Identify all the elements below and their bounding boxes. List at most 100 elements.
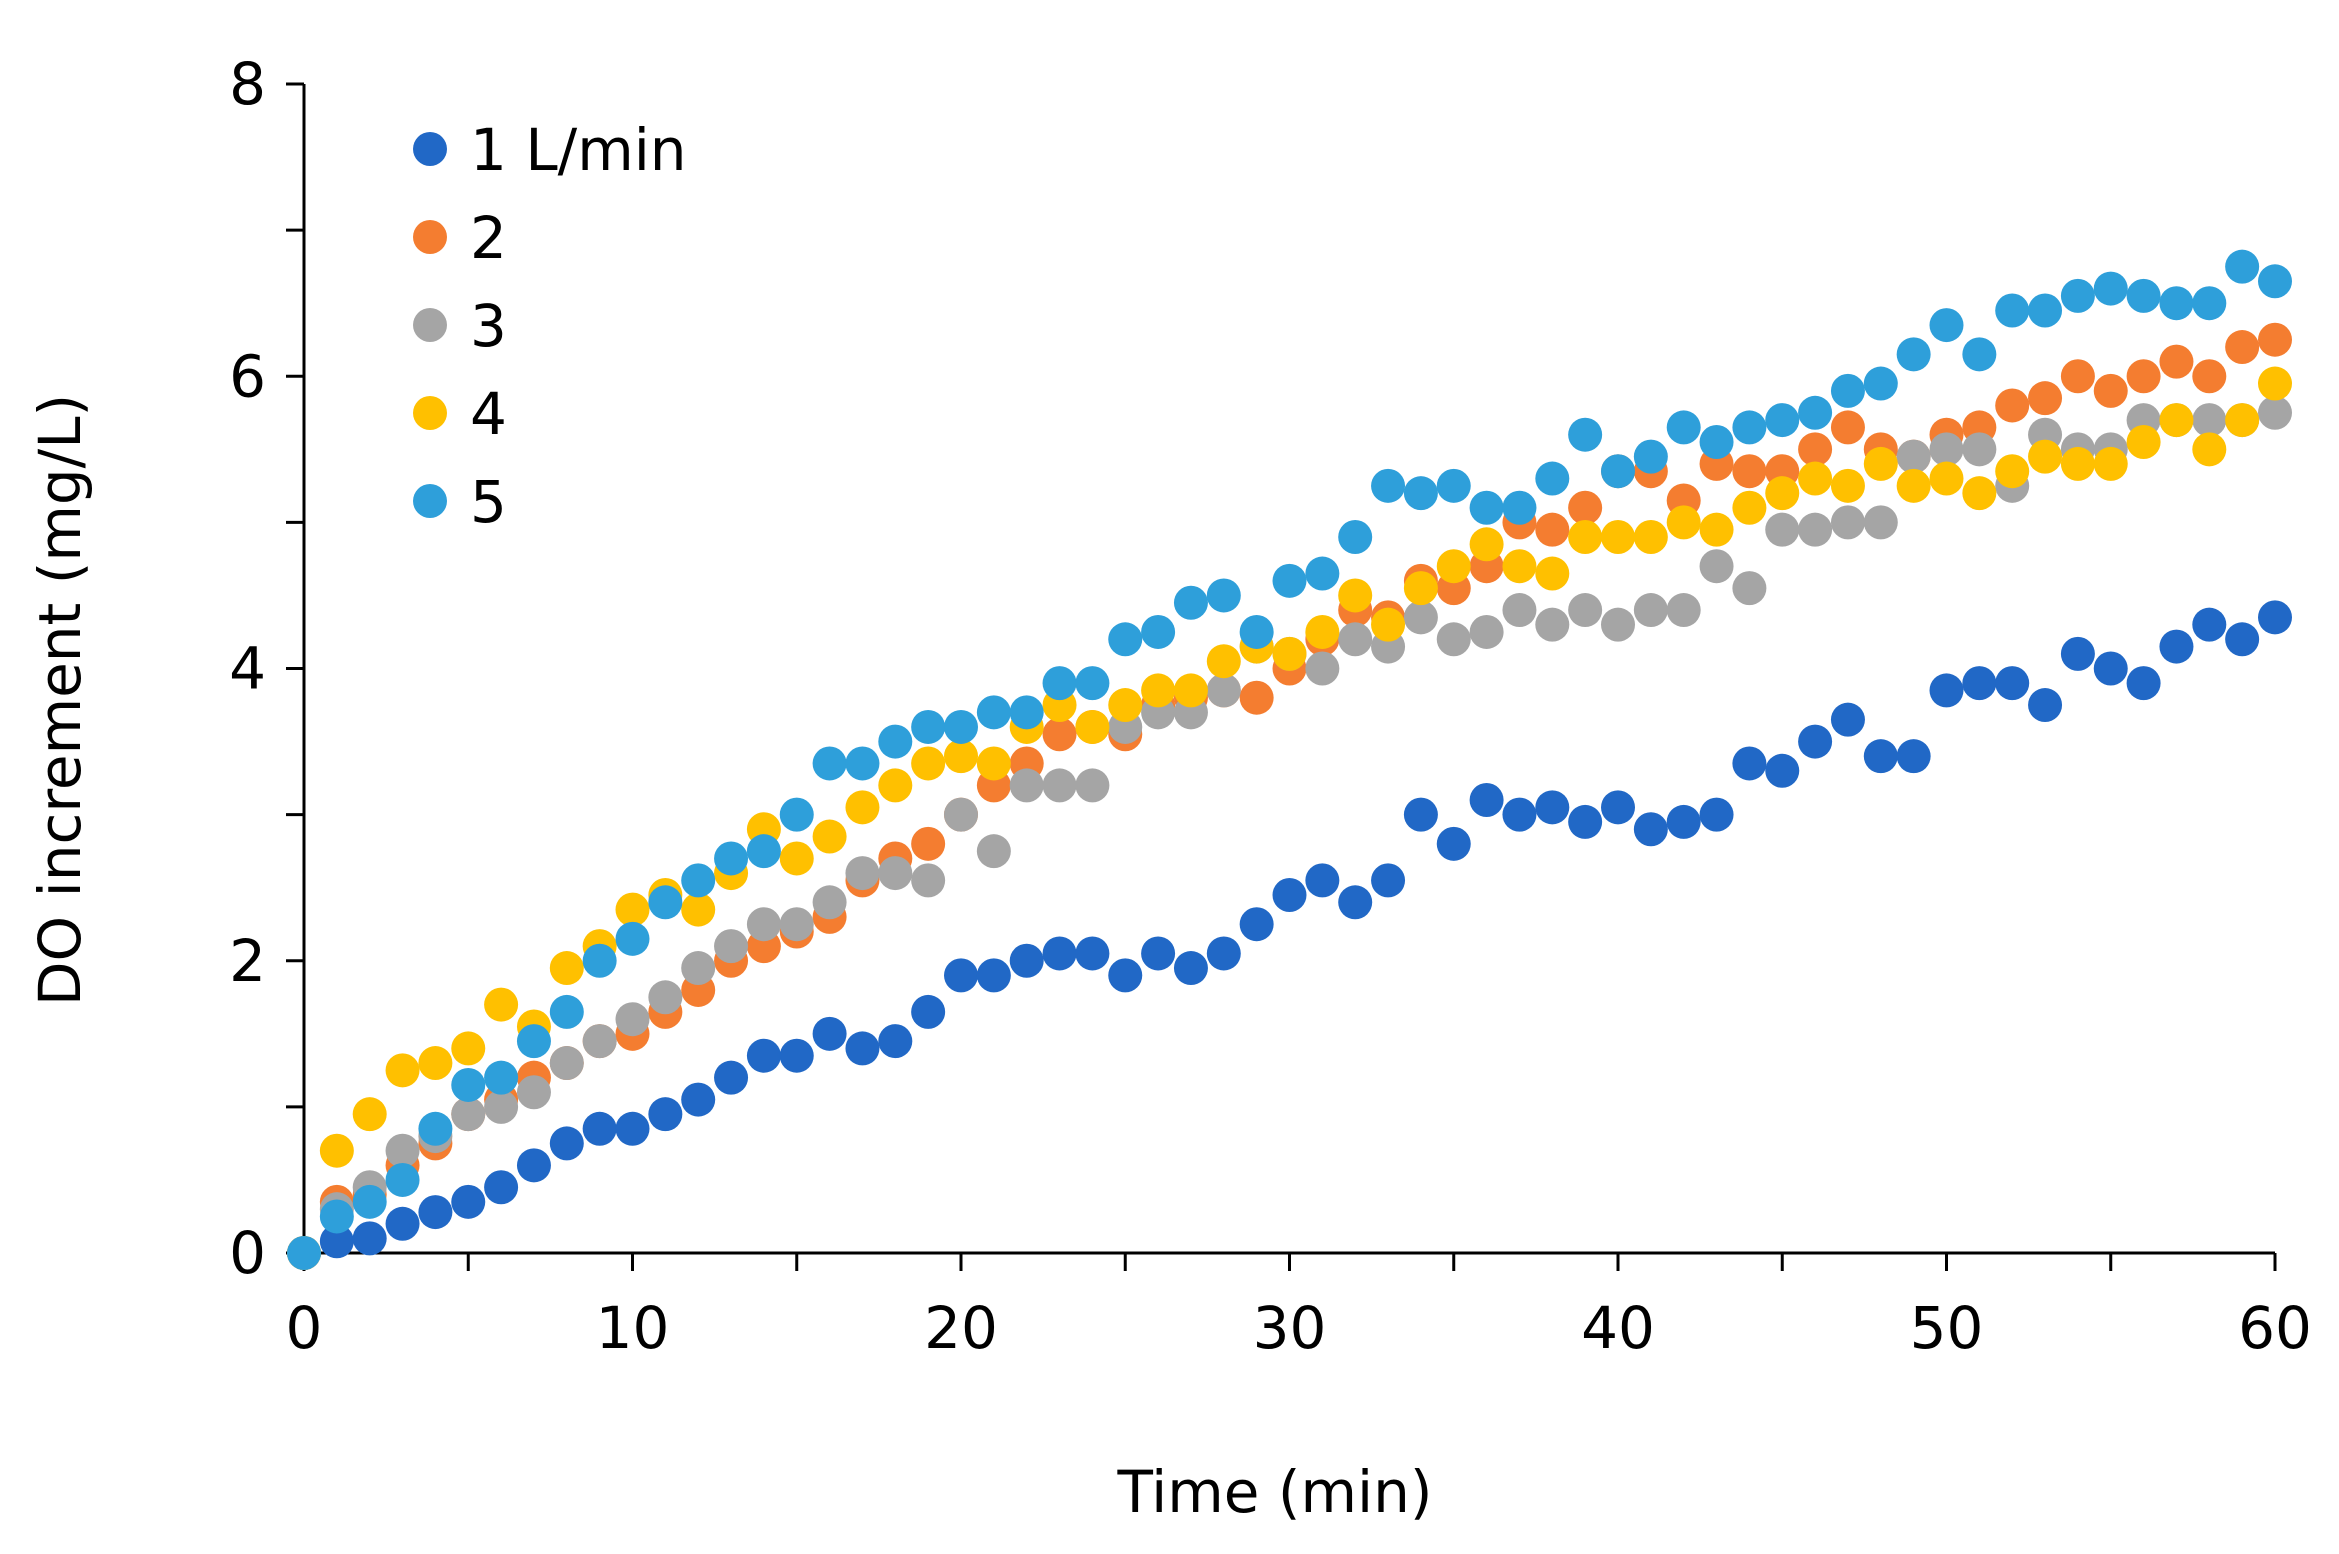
data-point xyxy=(944,797,978,832)
data-point xyxy=(1305,863,1340,898)
data-point xyxy=(1042,936,1077,971)
data-point xyxy=(2225,330,2260,365)
data-point xyxy=(681,1082,716,1117)
data-point xyxy=(1469,614,1504,649)
data-point xyxy=(1436,826,1471,861)
data-point xyxy=(385,1053,420,1088)
data-point xyxy=(1798,395,1833,430)
data-point xyxy=(1502,549,1537,584)
data-point xyxy=(615,921,650,956)
legend-label: 2 xyxy=(470,204,507,272)
data-point xyxy=(2192,286,2227,321)
data-point xyxy=(779,907,814,942)
data-point xyxy=(1666,804,1701,839)
data-point xyxy=(1732,746,1767,781)
data-point xyxy=(1929,432,1964,467)
data-point xyxy=(1601,519,1635,554)
data-point xyxy=(2060,278,2095,313)
data-point xyxy=(1798,432,1833,467)
data-point xyxy=(1765,753,1800,788)
data-point xyxy=(1141,936,1176,971)
x-axis-label: Time (min) xyxy=(1116,1458,1432,1526)
data-point xyxy=(1009,695,1044,730)
data-point xyxy=(1206,578,1241,613)
data-point xyxy=(714,929,749,964)
data-points xyxy=(287,249,2292,1270)
x-tick-label: 10 xyxy=(596,1294,670,1362)
data-point xyxy=(2126,278,2161,313)
data-point xyxy=(1830,410,1865,445)
data-point xyxy=(1042,666,1077,701)
data-point xyxy=(878,856,913,891)
data-point xyxy=(911,863,946,898)
data-point xyxy=(812,1016,847,1051)
data-point xyxy=(1896,439,1931,474)
data-point xyxy=(1272,636,1307,671)
data-point xyxy=(1568,490,1603,525)
data-point xyxy=(681,892,716,927)
data-point xyxy=(2258,600,2292,635)
data-point xyxy=(1568,519,1603,554)
data-point xyxy=(1535,512,1570,547)
data-point xyxy=(648,980,683,1015)
data-point xyxy=(1568,593,1603,628)
data-point xyxy=(1403,600,1438,635)
data-point xyxy=(1995,454,2030,489)
data-point xyxy=(1009,943,1044,978)
legend-marker xyxy=(413,220,447,254)
data-point xyxy=(1601,790,1635,825)
data-point xyxy=(2192,607,2227,642)
legend-marker xyxy=(413,132,447,166)
data-point xyxy=(418,1046,453,1081)
data-point xyxy=(1568,417,1603,452)
data-point xyxy=(1338,622,1373,657)
data-point xyxy=(2028,439,2063,474)
data-point xyxy=(1075,666,1110,701)
data-point xyxy=(1633,439,1668,474)
data-point xyxy=(1469,490,1504,525)
data-point xyxy=(1633,593,1668,628)
data-point xyxy=(1699,797,1734,832)
legend-label: 4 xyxy=(470,380,507,448)
data-point xyxy=(911,709,946,744)
data-point xyxy=(516,1148,551,1183)
data-point xyxy=(1929,308,1964,343)
data-point xyxy=(845,856,880,891)
data-point xyxy=(2126,359,2161,394)
data-point xyxy=(1666,505,1701,540)
data-point xyxy=(1338,885,1373,920)
data-point xyxy=(1108,688,1143,723)
data-point xyxy=(1830,468,1865,503)
data-point xyxy=(944,958,978,993)
data-point xyxy=(451,1067,486,1102)
data-point xyxy=(2258,395,2292,430)
data-point xyxy=(976,695,1011,730)
data-point xyxy=(1699,425,1734,460)
data-point xyxy=(812,885,847,920)
data-point xyxy=(615,1111,650,1146)
y-tick-label: 2 xyxy=(229,927,266,995)
data-point xyxy=(582,943,617,978)
data-point xyxy=(1436,468,1471,503)
x-tick-label: 30 xyxy=(1253,1294,1327,1362)
data-point xyxy=(1896,468,1931,503)
data-point xyxy=(2028,688,2063,723)
data-point xyxy=(1403,476,1438,511)
data-point xyxy=(1535,790,1570,825)
data-point xyxy=(1173,951,1208,986)
data-point xyxy=(451,1184,486,1219)
data-point xyxy=(287,1236,321,1270)
data-point xyxy=(1896,739,1931,774)
data-point xyxy=(1830,373,1865,408)
data-point xyxy=(1535,607,1570,642)
x-tick-label: 60 xyxy=(2238,1294,2312,1362)
data-point xyxy=(1108,958,1143,993)
data-point xyxy=(845,790,880,825)
data-point xyxy=(484,987,519,1022)
data-point xyxy=(2225,403,2260,438)
data-point xyxy=(2093,651,2128,686)
data-point xyxy=(1863,366,1898,401)
data-point xyxy=(549,994,584,1029)
data-point xyxy=(1666,410,1701,445)
